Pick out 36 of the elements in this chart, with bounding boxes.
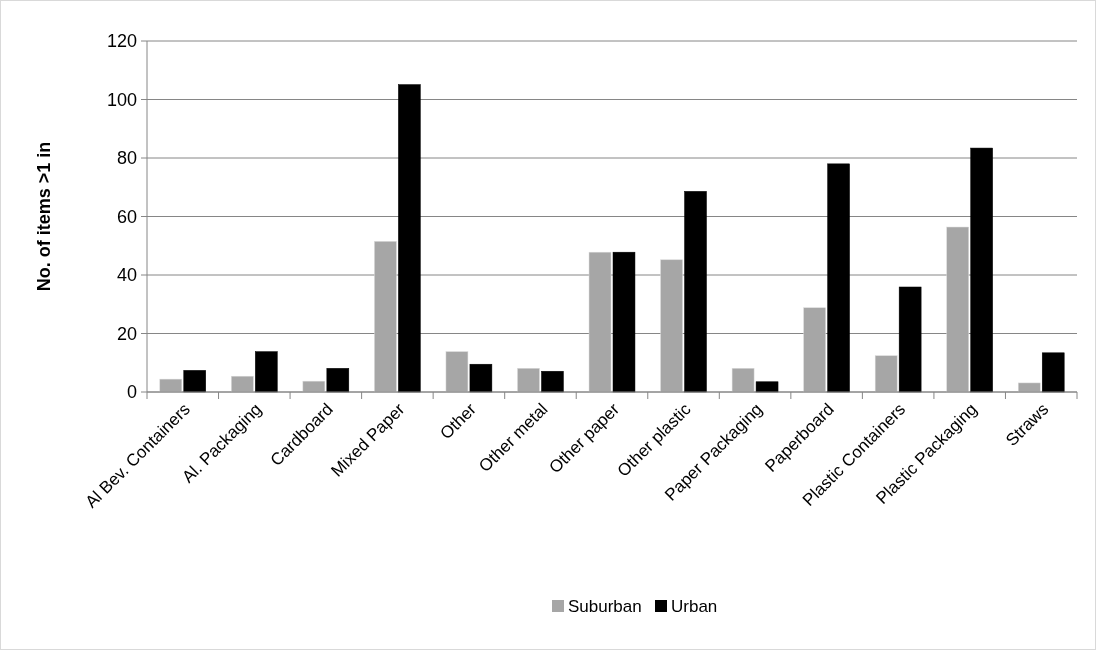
bar — [827, 163, 850, 393]
bar — [588, 251, 612, 393]
bar — [231, 375, 254, 393]
legend-label: Urban — [671, 596, 718, 616]
legend-label: Suburban — [568, 596, 642, 616]
bar — [612, 251, 636, 393]
y-tick-label: 60 — [116, 206, 137, 227]
bar — [541, 370, 564, 393]
y-tick-label: 0 — [126, 382, 137, 403]
bar — [469, 363, 493, 393]
bar — [1041, 352, 1065, 393]
bar — [684, 191, 707, 393]
bar — [970, 147, 993, 393]
y-axis-title: No. of items >1 in — [34, 141, 54, 292]
bar — [255, 351, 278, 393]
bar — [660, 259, 683, 393]
y-tick-label: 40 — [116, 265, 137, 286]
bar — [803, 307, 826, 393]
bar — [183, 370, 206, 393]
bar — [159, 378, 183, 393]
bar — [898, 286, 922, 393]
y-tick-label: 80 — [116, 148, 137, 169]
y-tick-label: 20 — [116, 323, 137, 344]
bar — [946, 226, 969, 393]
bar — [755, 381, 779, 393]
bar — [1018, 382, 1041, 393]
bar — [326, 368, 350, 393]
y-tick-label: 100 — [106, 89, 137, 110]
bar — [731, 368, 755, 393]
bar — [302, 380, 326, 393]
bar — [445, 351, 469, 393]
bar — [398, 84, 421, 393]
bar — [374, 241, 397, 393]
bar — [517, 368, 540, 393]
y-tick-label: 120 — [106, 31, 137, 52]
bar — [874, 355, 898, 393]
